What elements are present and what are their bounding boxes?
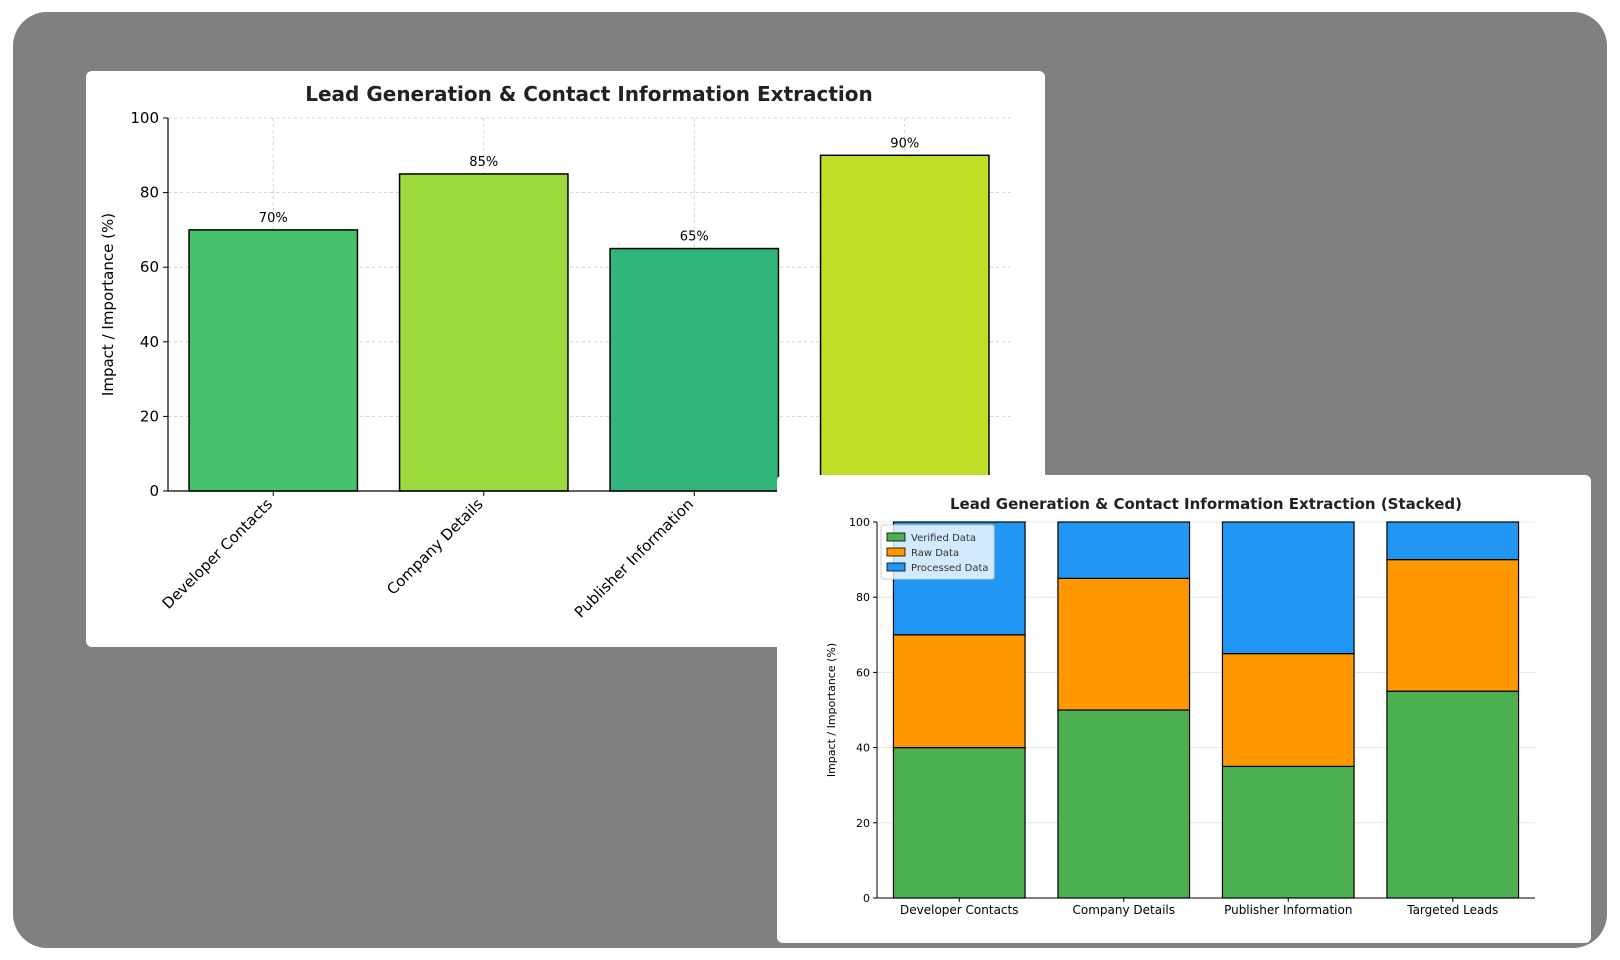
bar-data-label: 90% [890,136,919,151]
bar-segment-raw-data [1386,558,1520,692]
bar-segment-processed-data [1221,521,1355,655]
legend-label: Verified Data [911,533,976,544]
x-tick-label: Company Details [383,495,486,598]
y-tick-label: 40 [140,333,159,351]
bar-publisher-information [609,247,780,492]
bar-chart: Lead Generation & Contact Information Ex… [99,82,1010,621]
y-tick-label: 40 [856,742,870,755]
bar-data-label: 85% [469,155,498,170]
x-tick-label: Developer Contacts [900,903,1018,917]
stacked-chart-card: Lead Generation & Contact Information Ex… [777,475,1591,943]
y-tick-label: 0 [149,482,159,500]
legend-swatch [886,532,906,542]
y-tick-label: 100 [130,109,159,127]
x-tick-label: Targeted Leads [1406,903,1498,917]
chart-title: Lead Generation & Contact Information Ex… [305,82,873,106]
x-tick-label: Publisher Information [1224,903,1352,917]
bar-chart-card: Lead Generation & Contact Information Ex… [86,71,1045,647]
legend-box [880,524,995,580]
legend-label: Raw Data [911,548,959,559]
y-tick-label: 100 [849,516,870,529]
bar-targeted-leads [819,154,990,492]
screenshot-backdrop: Lead Generation & Contact Information Ex… [13,12,1607,948]
bar-segment-verified-data [1221,765,1355,899]
y-tick-label: 0 [863,892,870,905]
y-axis-label: Impact / Importance (%) [99,213,117,396]
bar-segment-verified-data [1057,709,1191,899]
bar-data-label: 65% [680,230,709,245]
y-tick-label: 60 [856,666,870,679]
legend-label: Processed Data [911,563,989,574]
x-tick-label: Developer Contacts [159,495,277,613]
y-tick-label: 80 [140,184,159,202]
bar-data-label: 70% [259,211,288,226]
y-tick-label: 60 [140,258,159,276]
stacked-bar-chart: Lead Generation & Contact Information Ex… [825,495,1535,917]
bar-segment-verified-data [1386,690,1520,899]
bar-segment-processed-data [1386,521,1520,561]
x-tick-label: Publisher Information [571,495,697,621]
y-axis-label: Impact / Importance (%) [825,643,838,777]
y-tick-label: 20 [140,407,159,425]
y-tick-label: 80 [856,591,870,604]
bar-segment-raw-data [1057,577,1191,711]
bar-segment-raw-data [1221,653,1355,768]
chart-title: Lead Generation & Contact Information Ex… [950,495,1462,513]
bar-developer-contacts [188,229,359,492]
legend-swatch [886,562,906,572]
x-tick-label: Company Details [1072,903,1175,917]
bar-segment-processed-data [1057,521,1191,580]
legend-swatch [886,547,906,557]
bar-segment-raw-data [892,634,1026,749]
y-tick-label: 20 [856,817,870,830]
bar-company-details [398,173,569,492]
bar-segment-verified-data [892,747,1026,899]
